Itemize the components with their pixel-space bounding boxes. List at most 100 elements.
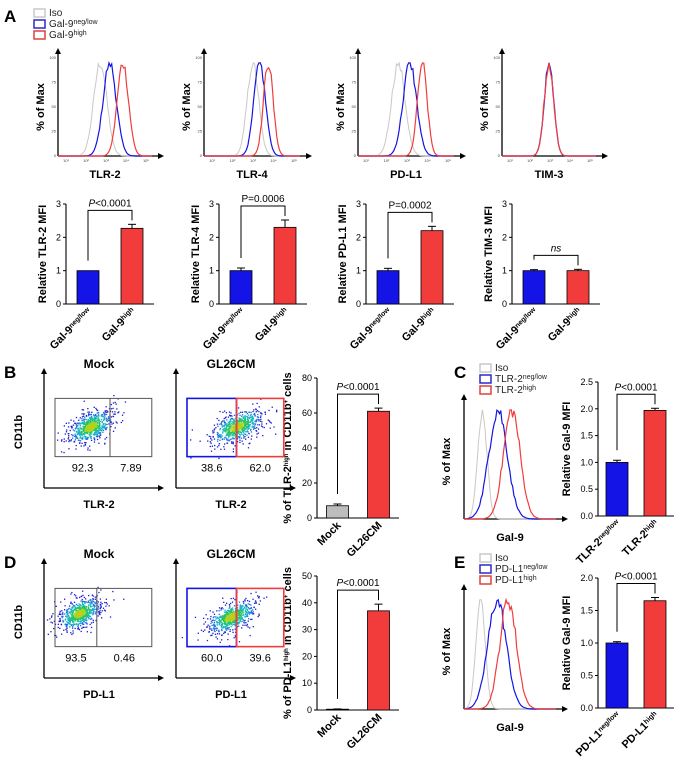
dot (233, 605, 236, 607)
dot (255, 608, 257, 610)
dot (83, 596, 85, 599)
dot (230, 432, 232, 434)
hist-tick-label: 10⁵ (291, 158, 297, 163)
dot (71, 591, 73, 594)
dot (73, 420, 75, 422)
dot (50, 616, 53, 618)
dot (225, 434, 227, 437)
dot (218, 433, 221, 436)
bar-ylabel: % of PD-L1high in CD11b+ cells (282, 567, 294, 719)
bar (605, 642, 629, 709)
dot (222, 420, 224, 422)
dot (72, 606, 75, 608)
dot (239, 441, 241, 444)
dot (59, 610, 61, 612)
dot (270, 422, 272, 424)
dot (87, 422, 90, 425)
dot (72, 630, 74, 632)
dot (78, 616, 80, 619)
dot (237, 619, 239, 622)
p-value-p: P (88, 198, 95, 209)
dot (79, 608, 82, 610)
dot (218, 444, 220, 447)
dot (232, 418, 234, 421)
hist-y-tick-label: 25 (352, 129, 357, 134)
dot (79, 616, 81, 619)
dot (81, 434, 83, 436)
dot (234, 434, 236, 436)
dot (51, 622, 54, 624)
dot (215, 616, 217, 618)
dot (215, 621, 218, 623)
dot (104, 410, 106, 412)
dot (227, 633, 229, 635)
dot (80, 433, 82, 435)
dot (224, 631, 226, 634)
hist-tick-label: 10¹ (209, 158, 215, 163)
dot (233, 426, 235, 429)
dot (239, 618, 241, 620)
dot (226, 419, 228, 421)
dot (226, 433, 228, 435)
dot (74, 613, 76, 615)
dot (93, 417, 96, 419)
dot (85, 430, 88, 432)
dot (102, 429, 105, 431)
dot (244, 421, 246, 424)
dot (49, 618, 51, 620)
dot (230, 433, 232, 435)
dot (98, 442, 100, 444)
dot (88, 616, 90, 618)
dot (68, 605, 71, 607)
dot (244, 417, 246, 419)
dot (226, 439, 228, 441)
dot (114, 413, 116, 415)
dot (246, 429, 248, 431)
dot (203, 623, 205, 625)
dot (92, 595, 94, 597)
dot (242, 416, 244, 418)
legend-entry: PD-L1high (495, 575, 537, 586)
dot (83, 613, 85, 616)
dot (76, 427, 78, 429)
dot (89, 603, 91, 605)
dot (62, 612, 64, 614)
hist-curve (502, 62, 596, 157)
dot (98, 428, 100, 430)
dot (75, 615, 78, 617)
dot (88, 618, 90, 620)
dot (257, 615, 259, 618)
dot (213, 438, 216, 440)
dot (85, 611, 87, 614)
category-superscript: high (643, 518, 658, 533)
hist-ylabel: % of Max (35, 82, 47, 131)
dot (233, 438, 235, 440)
p-value-p: P (336, 578, 343, 589)
hist-ylabel: % of Max (479, 82, 491, 131)
dot (104, 428, 107, 430)
dot (66, 609, 68, 611)
dot (112, 590, 114, 593)
dot (104, 601, 106, 604)
dot (86, 426, 88, 428)
dot (83, 433, 85, 435)
dot (263, 426, 265, 429)
dot (99, 429, 101, 431)
dot (108, 417, 110, 419)
dot (238, 611, 240, 613)
dot (236, 615, 239, 617)
p-value-text: P=0.0002 (388, 200, 432, 211)
bar (605, 461, 629, 517)
dot (214, 625, 217, 627)
dot (77, 611, 79, 613)
bar-ylabel: Relative Gal-9 MFI (561, 596, 573, 691)
dot (97, 607, 99, 609)
dot (256, 436, 258, 438)
dot (226, 423, 228, 425)
dot (85, 424, 87, 426)
dot (241, 426, 243, 428)
dot (232, 434, 234, 436)
dot (241, 620, 243, 623)
dot (96, 424, 98, 426)
